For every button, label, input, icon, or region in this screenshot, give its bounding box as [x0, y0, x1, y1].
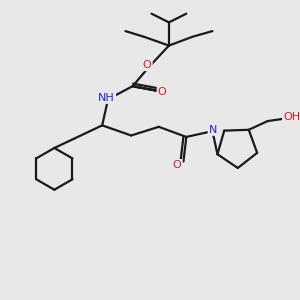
- Text: N: N: [209, 125, 217, 135]
- Text: NH: NH: [98, 93, 115, 103]
- Text: O: O: [158, 87, 167, 97]
- Text: OH: OH: [283, 112, 300, 122]
- Text: O: O: [173, 160, 182, 170]
- Text: O: O: [143, 60, 152, 70]
